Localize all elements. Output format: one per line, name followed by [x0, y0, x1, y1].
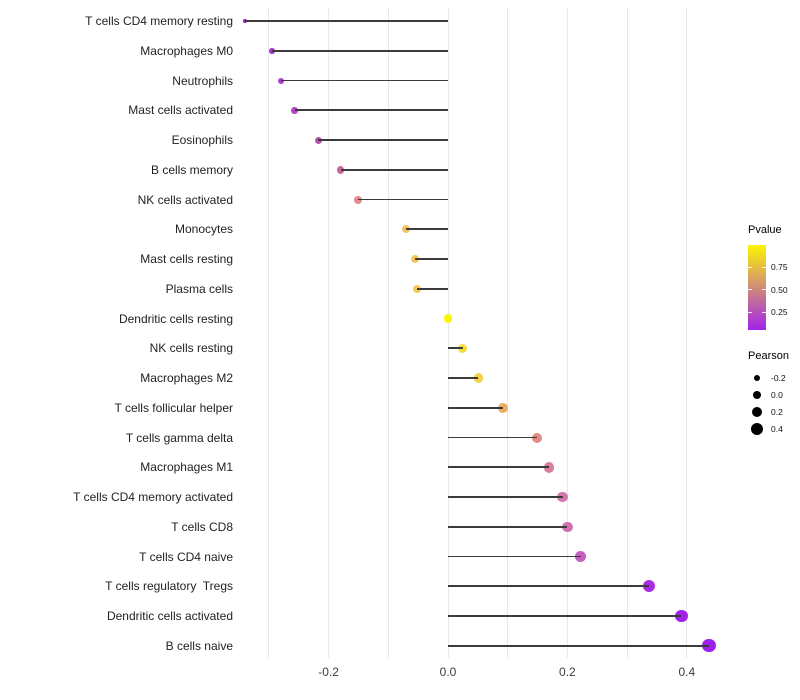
pearson-legend-dot: [753, 374, 761, 382]
category-label: Neutrophils: [172, 73, 233, 88]
lollipop-stem: [318, 139, 448, 141]
pvalue-tick-mark: [748, 289, 752, 291]
lollipop-stem: [271, 49, 448, 52]
pvalue-tick-mark: [748, 311, 752, 313]
lollipop-stem: [448, 377, 479, 379]
lollipop-stem: [448, 525, 568, 528]
category-label: Macrophages M1: [140, 460, 233, 475]
lollipop-stem: [340, 168, 448, 171]
lollipop-stem: [448, 615, 682, 617]
lollipop-dot: [643, 580, 656, 593]
lollipop-stem: [448, 406, 503, 409]
pvalue-legend-title: Pvalue: [748, 224, 782, 236]
lollipop-stem: [448, 436, 537, 439]
lollipop-stem: [448, 644, 709, 647]
gridline: [387, 8, 389, 658]
lollipop-dot: [675, 609, 688, 623]
category-label: T cells regulatory Tregs: [105, 579, 233, 594]
lollipop-dot: [497, 402, 508, 413]
lollipop-dot: [531, 432, 542, 443]
category-label: B cells naive: [165, 638, 233, 653]
category-label: Dendritic cells activated: [106, 609, 233, 623]
category-label: Eosinophils: [171, 133, 233, 147]
lollipop-dot: [458, 343, 468, 353]
category-label: NK cells resting: [149, 341, 233, 356]
pvalue-tick-label: 0.75: [771, 262, 788, 273]
lollipop-stem: [448, 466, 549, 469]
pearson-size-legend: Pearson -0.2 0.0 0.2 0.4: [748, 350, 800, 435]
pvalue-tick-label: 0.25: [771, 307, 788, 318]
pearson-legend-dot: [752, 390, 762, 400]
lollipop-dot: [575, 551, 587, 562]
category-label: Monocytes: [174, 222, 233, 237]
pearson-tick-label: 0.2: [771, 407, 783, 417]
lollipop-stem: [406, 228, 448, 231]
lollipop-stem: [294, 109, 448, 112]
category-label: T cells CD4 memory resting: [85, 14, 233, 28]
gridline: [328, 8, 330, 658]
category-label: T cells CD4 naive: [139, 549, 233, 564]
category-label: Mast cells resting: [140, 252, 233, 266]
lollipop-stem: [448, 347, 463, 350]
category-label: T cells gamma delta: [125, 430, 233, 445]
category-label: B cells memory: [150, 162, 233, 177]
category-label: Macrophages M0: [140, 43, 233, 58]
pvalue-tick-mark: [748, 266, 752, 268]
lollipop-stem: [448, 555, 581, 558]
lollipop-stem: [416, 287, 448, 290]
pearson-legend-dot: [751, 423, 763, 435]
pearson-legend-dot: [752, 407, 762, 417]
pearson-tick-label: -0.2: [771, 373, 786, 383]
category-label: T cells CD8: [171, 519, 233, 534]
lollipop-dot: [543, 462, 555, 473]
lollipop-stem: [415, 258, 448, 260]
pvalue-tick-mark: [762, 311, 766, 313]
gridline: [507, 8, 509, 658]
category-label: Macrophages M2: [140, 371, 233, 385]
category-label: Plasma cells: [165, 281, 233, 296]
pvalue-tick-mark: [762, 266, 766, 268]
pvalue-color-legend: Pvalue 0.75 0.50 0.25: [748, 224, 800, 330]
lollipop-stem: [448, 585, 650, 588]
pearson-tick-label: 0.0: [771, 390, 783, 400]
category-label: Mast cells activated: [128, 103, 233, 118]
lollipop-stem: [245, 20, 448, 22]
gridline: [686, 8, 688, 658]
pvalue-tick-mark: [762, 289, 766, 291]
x-tick-label: 0.4: [678, 665, 696, 679]
lollipop-stem: [448, 496, 563, 498]
category-label: Dendritic cells resting: [118, 311, 233, 326]
category-label: NK cells activated: [137, 192, 233, 207]
x-tick-label: 0.2: [559, 665, 576, 679]
gridline: [626, 8, 628, 658]
pvalue-gradient-bar: [748, 245, 766, 330]
lollipop-dot: [702, 639, 716, 653]
pearson-legend-title: Pearson: [748, 350, 789, 362]
lollipop-dot: [562, 521, 573, 532]
pvalue-tick-label: 0.50: [771, 284, 788, 295]
gridline: [447, 8, 449, 658]
lollipop-stem: [280, 79, 448, 82]
category-label: T cells CD4 memory activated: [73, 490, 233, 504]
pearson-tick-label: 0.4: [771, 424, 783, 434]
x-tick-label: 0.0: [439, 665, 457, 679]
category-label: T cells follicular helper: [114, 400, 234, 415]
lollipop-dot: [443, 314, 453, 323]
lollipop-dot: [557, 491, 568, 503]
gridline: [268, 8, 270, 658]
gridline: [566, 8, 568, 658]
x-tick-label: -0.2: [318, 665, 339, 679]
lollipop-stem: [358, 198, 448, 201]
lollipop-dot: [473, 373, 484, 383]
